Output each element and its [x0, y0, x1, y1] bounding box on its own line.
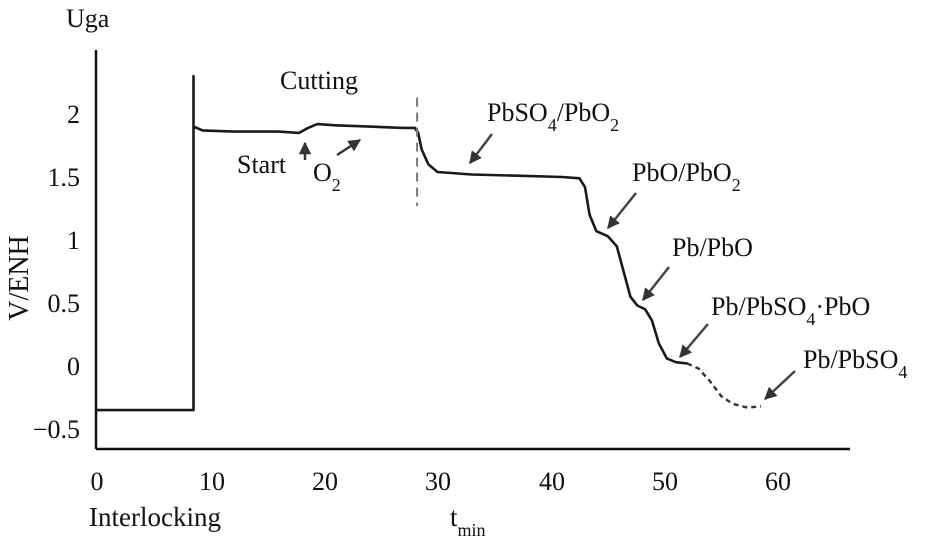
corner-label: Uga	[66, 4, 110, 33]
x-axis-title: tmin	[450, 502, 486, 540]
arrow-pb-pbso4-pbo	[679, 323, 709, 358]
x-axis-extra-label: Interlocking	[89, 502, 221, 532]
y-tick-labels: 2 1.5 1 0.5 0 −0.5	[33, 100, 80, 444]
x-tick-label: 10	[199, 467, 225, 496]
x-tick-label: 0	[91, 467, 104, 496]
label-tail: ·PbO	[815, 292, 870, 321]
label-sub: 2	[732, 175, 741, 195]
axes	[94, 50, 850, 451]
y-tick-label: 1.5	[48, 163, 81, 192]
label-sub: 4	[548, 115, 557, 135]
potential-curve-solid	[95, 74, 689, 412]
o2-sub: 2	[332, 175, 341, 195]
annotation-pbo-pbo2: PbO/PbO2	[632, 158, 741, 195]
arrow-pb-pbso4	[764, 370, 796, 400]
label-main: Pb/PbSO	[803, 345, 898, 374]
y-tick-label: 2	[67, 100, 80, 129]
x-axis-title-sub: min	[458, 520, 486, 540]
plot-area	[95, 74, 762, 412]
annotation-pb-pbo: Pb/PbO	[672, 233, 753, 262]
y-tick-label: 0.5	[48, 289, 81, 318]
o2-main: O	[313, 158, 332, 187]
x-tick-labels: 0 10 20 30 40 50 60	[91, 467, 792, 496]
y-tick-label: 0	[67, 352, 80, 381]
label-sub: 4	[898, 362, 907, 382]
arrow-pbso4-pbo2	[469, 133, 493, 164]
label-sub: 4	[806, 309, 815, 329]
annotation-start: Start	[237, 150, 287, 179]
y-tick-label: 1	[67, 226, 80, 255]
annotation-pb-pbso4: Pb/PbSO4	[803, 345, 907, 382]
y-tick-label: −0.5	[33, 415, 80, 444]
x-tick-label: 60	[765, 467, 791, 496]
annotation-o2: O2	[313, 158, 341, 195]
y-axis-title: V/ENH	[4, 235, 35, 321]
label-tail: /PbO	[557, 98, 610, 127]
arrow-pb-pbo	[642, 266, 670, 301]
x-tick-label: 20	[312, 467, 338, 496]
annotation-cutting: Cutting	[280, 66, 358, 95]
arrow-pbo-pbo2	[607, 192, 637, 229]
x-tick-label: 40	[539, 467, 565, 496]
x-axis-title-main: t	[450, 502, 458, 532]
annotation-pb-pbso4-pbo: Pb/PbSO4·PbO	[711, 292, 870, 329]
potential-curve-dashed	[686, 362, 762, 409]
arrow-o2	[336, 138, 362, 157]
label-main: Pb/PbSO	[711, 292, 806, 321]
label-sub2: 2	[610, 115, 619, 135]
annotations: Cutting Start O2 PbSO4/PbO2 PbO/PbO2 Pb/…	[237, 66, 907, 400]
annotation-pbso4-pbo2: PbSO4/PbO2	[487, 98, 619, 135]
x-tick-label: 50	[652, 467, 678, 496]
label-main: PbO/PbO	[632, 158, 732, 187]
label-main: PbSO	[487, 98, 548, 127]
x-tick-label: 30	[425, 467, 451, 496]
